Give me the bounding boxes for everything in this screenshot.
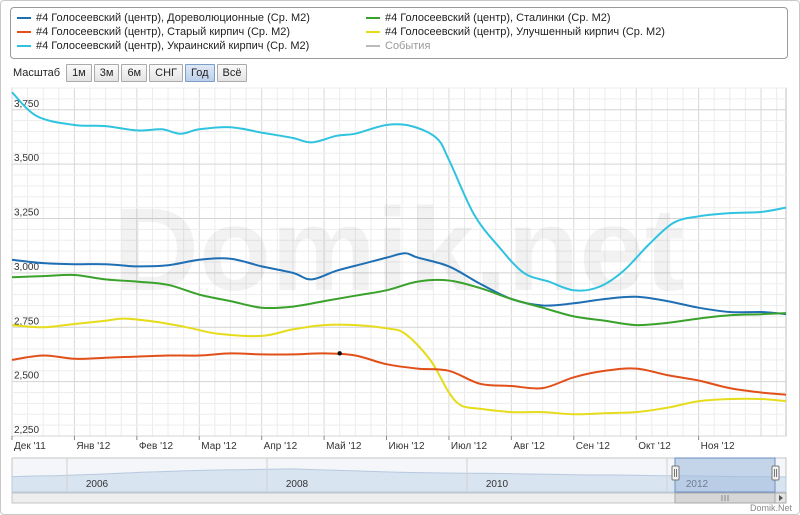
legend-item[interactable]: #4 Голосеевский (центр), Дореволюционные… <box>17 11 310 25</box>
y-tick-label: 2,500 <box>14 371 39 382</box>
legend-item[interactable]: #4 Голосеевский (центр), Улучшенный кирп… <box>366 25 665 39</box>
legend-label: #4 Голосеевский (центр), Украинский кирп… <box>36 40 310 52</box>
y-tick-label: 2,250 <box>14 425 39 436</box>
legend-label: #4 Голосеевский (центр), Дореволюционные… <box>36 12 310 24</box>
series-line[interactable] <box>11 352 787 396</box>
y-tick-label: 2,750 <box>14 316 39 327</box>
zoom-button[interactable]: СНГ <box>149 64 183 82</box>
x-tick-label: Дек '11 <box>14 441 46 452</box>
legend-swatch <box>17 45 31 47</box>
legend-swatch <box>17 17 31 19</box>
legend-item[interactable]: #4 Голосеевский (центр), Старый кирпич (… <box>17 25 290 39</box>
zoom-button[interactable]: 1м <box>66 64 92 82</box>
zoom-button[interactable]: Год <box>184 64 215 82</box>
legend-swatch <box>17 31 31 33</box>
series-line[interactable] <box>11 91 787 292</box>
y-tick-label: 3,750 <box>14 99 39 110</box>
y-tick-label: 3,000 <box>14 262 39 273</box>
series-line[interactable] <box>11 317 787 416</box>
legend-swatch <box>366 45 380 47</box>
arrow-right-icon <box>779 495 783 501</box>
x-tick-label: Авг '12 <box>513 441 545 452</box>
x-tick-label: Окт '12 <box>638 441 671 452</box>
x-tick-label: Ноя '12 <box>701 441 735 452</box>
legend-item[interactable]: События <box>366 39 430 53</box>
navigator-year-label: 2008 <box>286 479 309 490</box>
legend-label: События <box>385 40 431 52</box>
y-tick-label: 3,250 <box>14 208 39 219</box>
zoom-button[interactable]: 6м <box>121 64 148 82</box>
legend-swatch <box>366 31 380 33</box>
credit-text: Domik.Net <box>749 503 792 513</box>
navigator-year-label: 2010 <box>486 479 509 490</box>
navigator-handle[interactable] <box>771 465 780 481</box>
zoom-control: Масштаб 1м 3м 6м СНГ Год Всё <box>13 64 249 82</box>
chart-legend: #4 Голосеевский (центр), Дореволюционные… <box>10 7 788 59</box>
x-tick-label: Июн '12 <box>389 441 425 452</box>
legend-item[interactable]: #4 Голосеевский (центр), Сталинки (Ср. М… <box>366 11 611 25</box>
legend-label: #4 Голосеевский (центр), Старый кирпич (… <box>36 26 291 38</box>
legend-label: #4 Голосеевский (центр), Улучшенный кирп… <box>385 26 665 38</box>
y-tick-label: 3,500 <box>14 153 39 164</box>
legend-swatch <box>366 17 380 19</box>
zoom-button[interactable]: 3м <box>93 64 120 82</box>
zoom-label: Масштаб <box>13 67 61 79</box>
x-tick-label: Июл '12 <box>451 441 488 452</box>
navigator-handle[interactable] <box>671 465 680 481</box>
series-line[interactable] <box>11 252 787 316</box>
x-tick-label: Апр '12 <box>264 441 298 452</box>
navigator-year-label: 2006 <box>86 479 109 490</box>
x-tick-label: Янв '12 <box>76 441 110 452</box>
watermark: Domik.net <box>114 184 684 316</box>
series-line[interactable] <box>11 273 787 327</box>
data-marker <box>337 351 342 356</box>
x-tick-label: Мар '12 <box>201 441 237 452</box>
zoom-button[interactable]: Всё <box>216 64 248 82</box>
scrollbar-track[interactable] <box>11 492 787 504</box>
x-tick-label: Май '12 <box>326 441 362 452</box>
navigator-selection[interactable] <box>674 457 776 493</box>
legend-item[interactable]: #4 Голосеевский (центр), Украинский кирп… <box>17 39 309 53</box>
legend-label: #4 Голосеевский (центр), Сталинки (Ср. М… <box>385 12 611 24</box>
x-tick-label: Фев '12 <box>139 441 174 452</box>
x-tick-label: Сен '12 <box>576 441 611 452</box>
